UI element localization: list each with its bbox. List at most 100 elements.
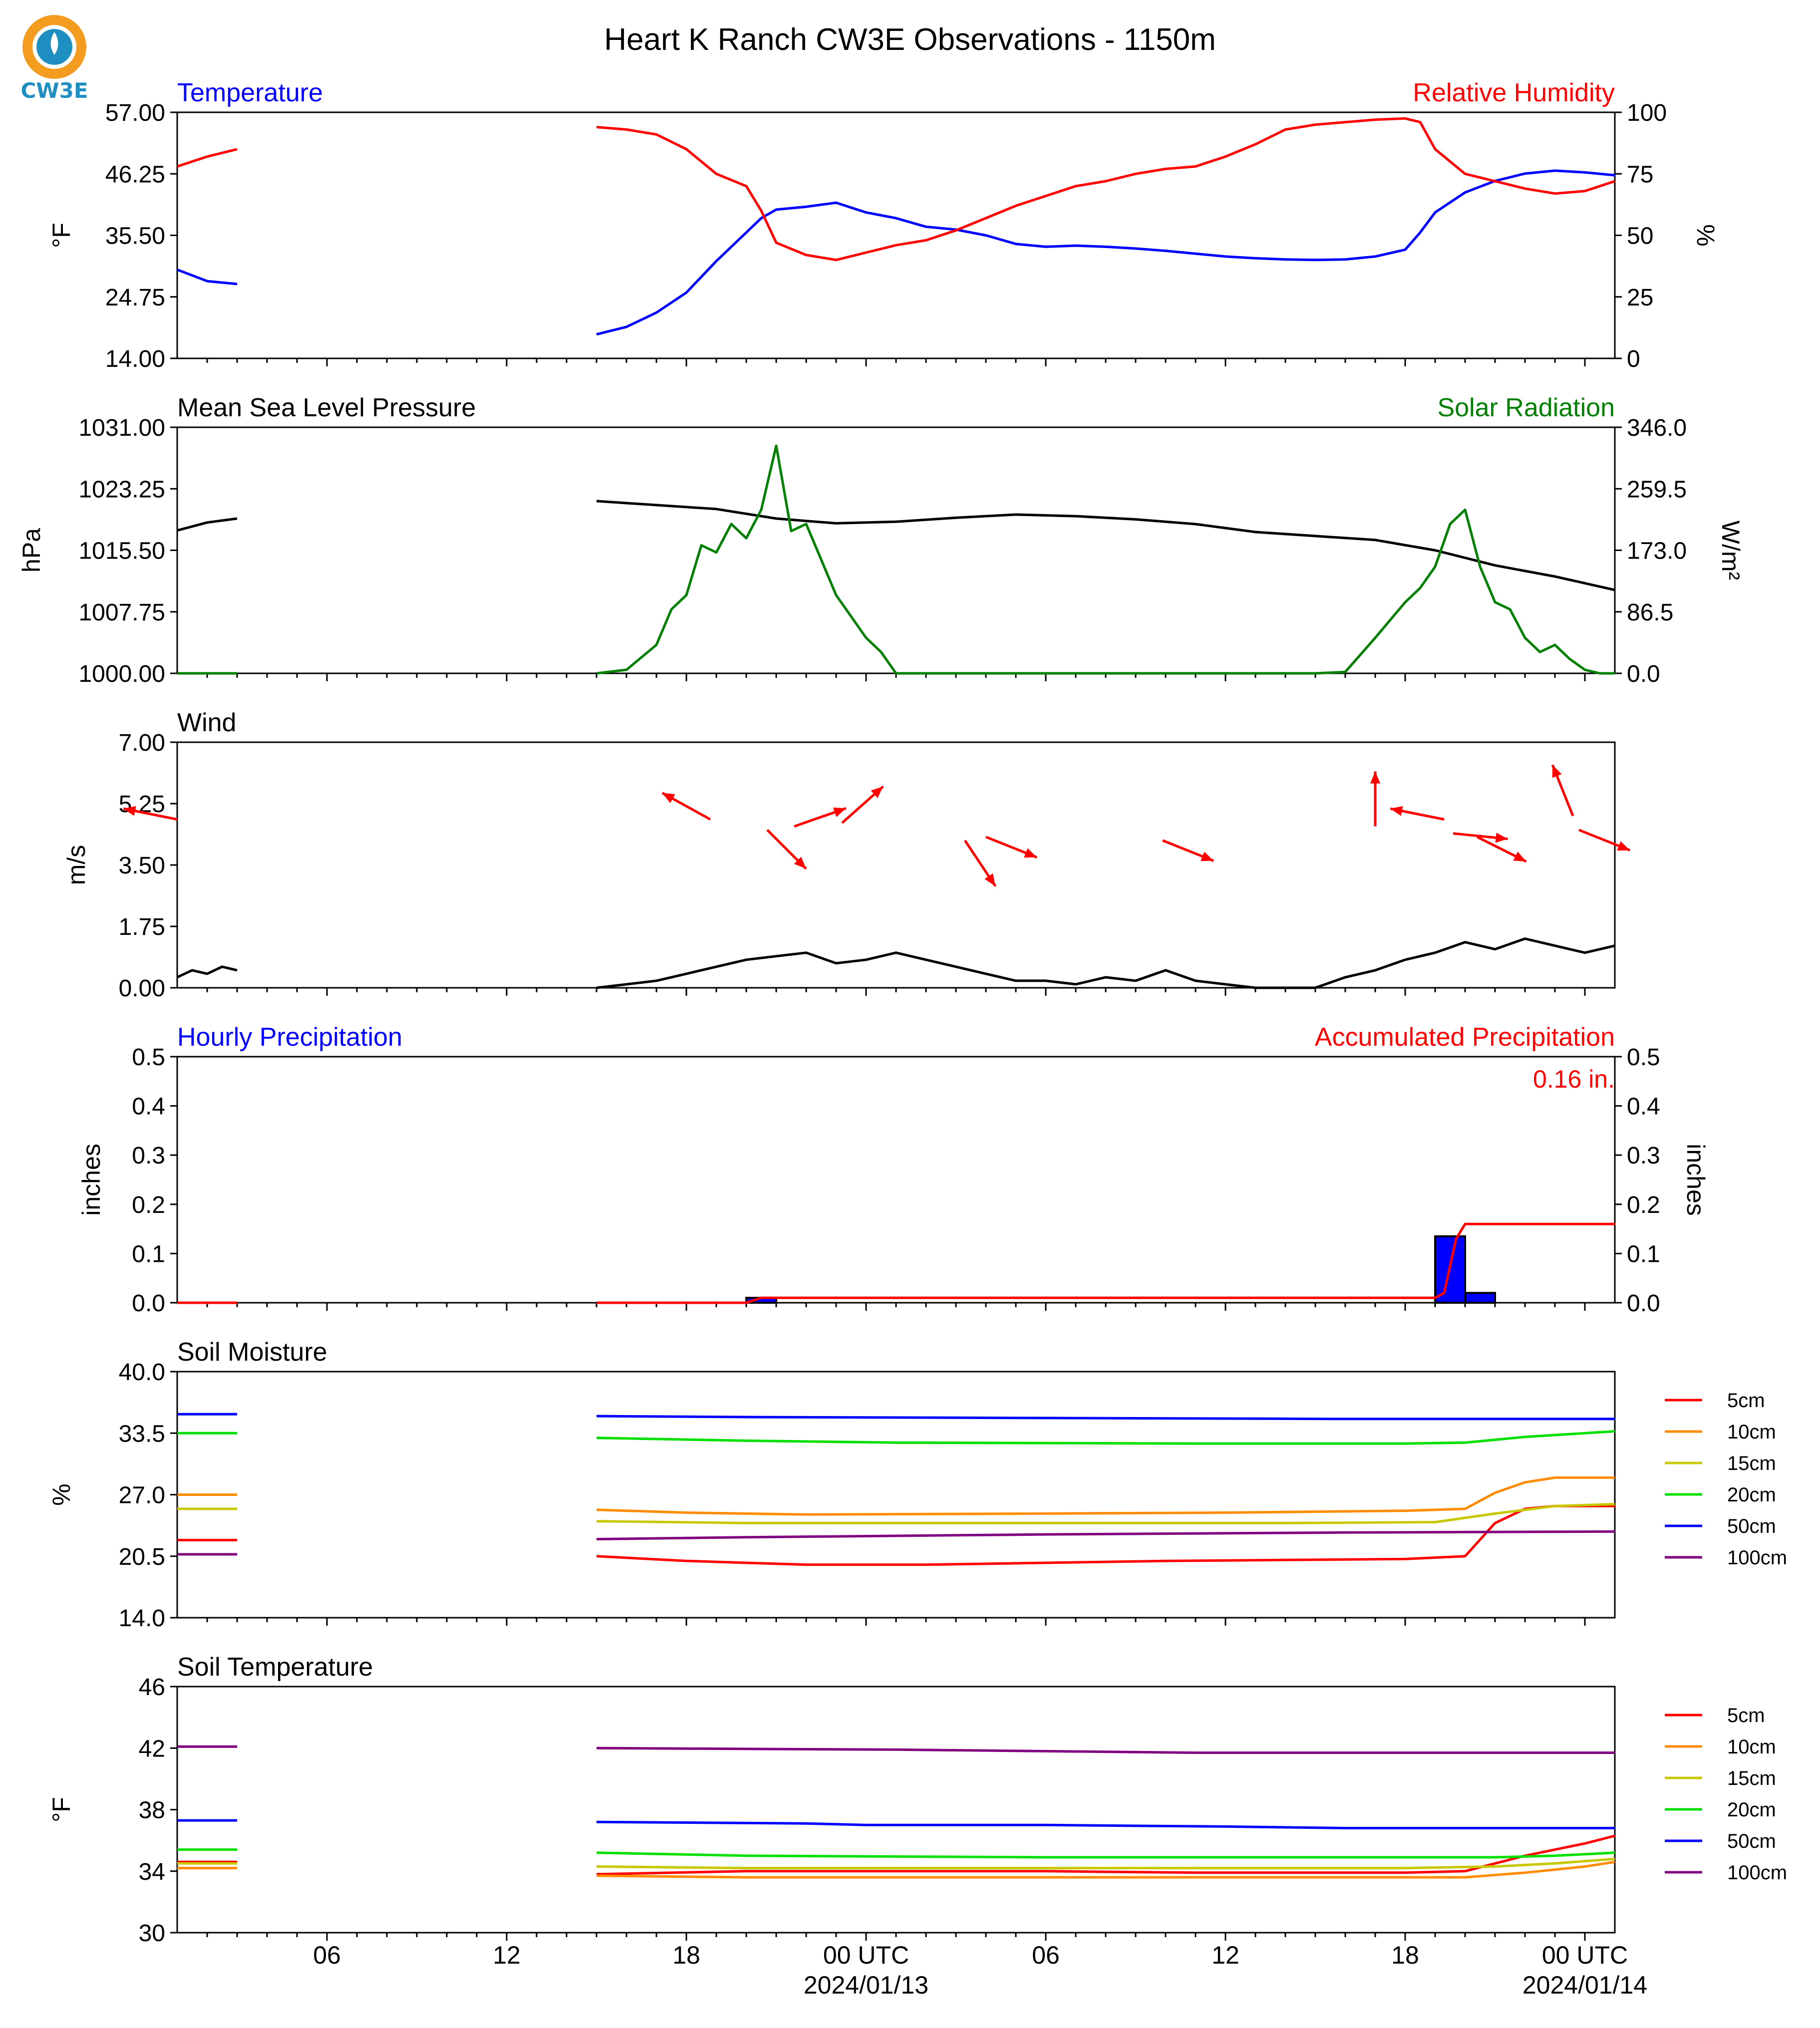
logo-text: CW3E [20, 78, 88, 103]
plot-frame [176, 111, 1616, 359]
series-line-10cm [596, 1476, 1615, 1516]
plot-frame [176, 1686, 1616, 1934]
y-right-tick-label: 100 [1627, 100, 1667, 126]
y-left-tick-label: 1000.00 [78, 661, 165, 687]
y-left-tick-label: 40.0 [119, 1359, 165, 1386]
panel-title-right: Relative Humidity [1413, 78, 1615, 107]
y-left-tick-label: 0.1 [132, 1241, 165, 1267]
logo-ring-icon [22, 15, 86, 79]
y-left-tick-label: 57.00 [105, 100, 165, 126]
series-line-relative-humidity [596, 117, 1615, 262]
y-right-tick-label: 173.0 [1627, 538, 1687, 565]
x-tick-label: 12 [1212, 1941, 1239, 1969]
y-right-tick-label: 0.4 [1627, 1094, 1660, 1120]
y-right-tick-label: 0 [1627, 346, 1640, 372]
y-left-tick-label: 1023.25 [78, 476, 165, 503]
panel-temp_rh: 14.00 24.75 35.50 46.25 57.00 0 25 50 75 100 Tempe… [47, 78, 1720, 372]
legend-label: 15cm [1727, 1452, 1776, 1474]
wind-arrow-head [123, 806, 136, 816]
plot-frame [176, 426, 1616, 674]
legend-label: 20cm [1727, 1484, 1776, 1506]
y-left-tick-label: 7.00 [119, 730, 165, 756]
wind-arrow-head [1617, 841, 1630, 851]
series-line-mean-sea-level-pressure [177, 517, 238, 532]
panel-title-right: Accumulated Precipitation [1315, 1023, 1615, 1052]
x-tick-label: 12 [493, 1941, 521, 1969]
series-line-20cm [596, 1430, 1615, 1445]
x-tick-label: 00 UTC [823, 1941, 909, 1969]
panel-title-left: Mean Sea Level Pressure [177, 393, 476, 422]
y-right-axis-label: W/m² [1717, 521, 1745, 580]
panel-title-left: Temperature [177, 78, 323, 107]
y-right-tick-label: 25 [1627, 285, 1653, 311]
plot-frame [176, 741, 1616, 989]
panel-title-right: Solar Radiation [1437, 393, 1615, 422]
precip-bar [1464, 1292, 1496, 1304]
y-left-axis-label: % [47, 1483, 75, 1505]
y-left-tick-label: 38 [139, 1797, 165, 1824]
y-right-tick-label: 75 [1627, 161, 1653, 188]
wind-arrow-head [1370, 771, 1381, 784]
y-left-tick-label: 30 [139, 1920, 165, 1947]
series-line-solar-radiation [596, 444, 1615, 675]
series-line-15cm [596, 1857, 1615, 1870]
panel-title-left: Wind [177, 708, 236, 737]
y-left-tick-label: 35.50 [105, 223, 165, 250]
accumulation-annotation: 0.16 in. [1533, 1065, 1615, 1093]
y-left-tick-label: 1007.75 [78, 599, 165, 626]
y-left-tick-label: 1.75 [119, 914, 165, 940]
y-right-tick-label: 346.0 [1627, 415, 1687, 441]
wind-arrow-head [1513, 852, 1526, 862]
wind-arrow-head [1552, 765, 1562, 778]
y-left-axis-label: °F [47, 223, 75, 248]
series-line-20cm [596, 1851, 1615, 1859]
y-left-tick-label: 0.0 [132, 1290, 165, 1317]
x-tick-label: 06 [313, 1941, 341, 1969]
wind-arrow-head [984, 873, 996, 886]
panel-soil_temperature: 30 34 38 42 46 Soil Temperature °F 5cm 10cm 15cm 2… [47, 1653, 1787, 1947]
y-left-tick-label: 0.5 [132, 1044, 165, 1071]
logo-water-icon [50, 32, 58, 55]
series-line-mean-sea-level-pressure [596, 500, 1615, 591]
y-right-tick-label: 0.0 [1627, 1290, 1660, 1317]
y-right-tick-label: 0.2 [1627, 1192, 1660, 1218]
panels: 14.00 24.75 35.50 46.25 57.00 0 25 50 75 100 Tempe… [17, 78, 1787, 1999]
y-left-tick-label: 0.3 [132, 1143, 165, 1169]
legend-label: 10cm [1727, 1736, 1776, 1758]
y-left-tick-label: 0.4 [132, 1094, 165, 1120]
y-left-tick-label: 14.0 [119, 1605, 165, 1632]
y-left-axis-label: inches [77, 1144, 105, 1216]
wind-arrow-head [833, 807, 846, 817]
y-right-tick-label: 86.5 [1627, 599, 1673, 626]
y-right-tick-label: 0.3 [1627, 1143, 1660, 1169]
wind-arrow-head [1201, 852, 1214, 862]
legend-label: 5cm [1727, 1705, 1765, 1727]
x-date-label: 2024/01/14 [1522, 1971, 1647, 1999]
series-line-wind [596, 937, 1615, 989]
wind-arrow-head [1390, 806, 1403, 816]
y-left-tick-label: 33.5 [119, 1421, 165, 1447]
y-left-tick-label: 14.00 [105, 346, 165, 372]
x-tick-label: 18 [672, 1941, 700, 1969]
panel-title-left: Soil Moisture [177, 1338, 327, 1367]
plot-frame [176, 1056, 1616, 1304]
y-left-tick-label: 42 [139, 1736, 165, 1762]
y-left-tick-label: 46 [139, 1674, 165, 1701]
x-tick-label: 18 [1391, 1941, 1419, 1969]
y-left-tick-label: 5.25 [119, 791, 165, 818]
series-line-10cm [596, 1860, 1615, 1879]
y-left-tick-label: 24.75 [105, 285, 165, 311]
panel-soil_moisture: 14.0 20.5 27.0 33.5 40.0 Soil Moisture% 5cm 10c… [47, 1338, 1787, 1632]
wind-arrow-head [871, 786, 884, 799]
chart-title: Heart K Ranch CW3E Observations - 1150m [604, 22, 1216, 57]
y-left-tick-label: 20.5 [119, 1544, 165, 1570]
x-tick-label: 00 UTC [1542, 1941, 1628, 1969]
series-line-50cm [596, 1415, 1615, 1421]
series-line-temperature [596, 169, 1615, 336]
legend-label: 100cm [1727, 1547, 1787, 1569]
y-left-axis-label: hPa [17, 528, 45, 573]
series-line-15cm [596, 1503, 1615, 1524]
legend-label: 50cm [1727, 1830, 1776, 1852]
y-right-tick-label: 0.1 [1627, 1241, 1660, 1267]
